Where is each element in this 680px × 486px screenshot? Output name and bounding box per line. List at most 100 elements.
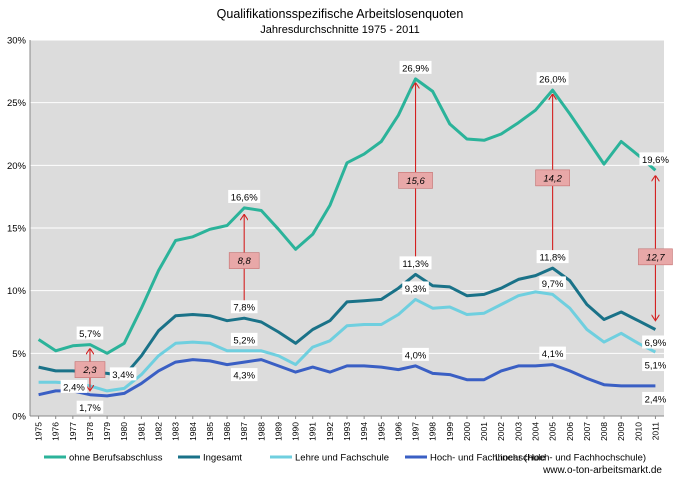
point-label: 6,9% [645,338,667,349]
point-label-bg [402,347,429,361]
point-label: 5,1% [645,361,667,372]
x-tick-label: 1996 [393,422,403,441]
ratio-label: 2,3 [82,365,97,376]
x-tick-label: 1984 [188,422,198,441]
point-label: 4,3% [233,371,255,382]
point-label: 4,1% [542,349,564,360]
series-lines [37,77,657,398]
series-line-0 [37,77,657,355]
ratio-annotations: 2,3 8,8 15,6 14,2 12,7 [74,82,673,391]
legend-label: ohne Berufsabschluss [69,453,163,464]
x-tick-label: 1991 [308,422,318,441]
point-labels: 5,7% 3,4% 2,4% 1,7% 16,6% 7,8% 5,2% 4,3% 26,9% 11… [60,60,672,414]
point-label-bg [536,250,569,264]
x-tick-label: 2005 [548,422,558,441]
ratio-label: 14,2 [543,173,562,184]
series-line-1 [38,266,657,378]
x-tick-label: 1992 [325,422,335,441]
series-line-2 [38,290,657,393]
source-text: www.o-ton-arbeitsmarkt.de [542,465,662,476]
point-label: 11,3% [402,259,429,270]
x-tick-label: 1982 [154,422,164,441]
point-label: 5,7% [79,329,101,340]
point-label: 26,9% [402,63,429,74]
point-label: 3,4% [112,370,134,381]
point-label-bg [230,332,258,346]
series-line-3 [38,358,656,398]
y-axis-ticks: 0% 5% 10% 15% 20% 25% 30% [7,36,27,423]
point-label-bg [639,152,672,166]
point-label-bg [642,335,669,349]
x-tick-label: 2002 [496,422,506,441]
x-tick-label: 2010 [633,422,643,441]
point-label-bg [230,300,258,314]
point-label: 9,3% [405,284,427,295]
y-tick-label: 25% [7,98,27,109]
x-tick-label: 1999 [445,422,455,441]
y-tick-label: 5% [12,349,26,360]
point-label: 16,6% [231,192,258,203]
point-label: 4,0% [405,350,427,361]
x-tick-label: 2001 [479,422,489,441]
x-tick-label: 2008 [599,422,609,441]
ratio-box [398,172,433,189]
point-label: 1,7% [79,403,101,414]
x-tick-label: 1994 [359,422,369,441]
x-tick-label: 1979 [102,422,112,441]
y-tick-label: 10% [7,286,27,297]
x-tick-label: 1987 [239,422,249,441]
point-label-bg [402,281,429,295]
x-tick-label: 1977 [68,422,78,441]
legend-label: Ingesamt [203,453,242,464]
x-tick-label: 2009 [616,422,626,441]
x-tick-label: 2003 [513,422,523,441]
x-tick-label: 1978 [85,422,95,441]
point-label-bg [536,72,569,86]
y-tick-label: 15% [7,224,27,235]
x-tick-label: 1993 [342,422,352,441]
point-label: 2,4% [645,394,667,405]
x-tick-label: 2007 [582,422,592,441]
point-label-bg [399,256,432,270]
x-tick-label: 1981 [136,422,146,441]
gridlines [30,39,664,354]
point-label: 9,7% [542,279,564,290]
point-label: 26,0% [539,75,566,86]
legend-label: Hoch- und Fachhochschule [430,453,546,464]
x-axis-ticks: 1975 1976 1977 1978 1979 1980 1981 1982 1983 1984… [34,416,660,441]
ratio-label: 12,7 [646,252,665,263]
x-tick-label: 2006 [565,422,575,441]
point-label: 2,4% [63,382,85,393]
ratio-box [535,169,570,187]
point-label: 5,2% [233,335,255,346]
point-label: 19,6% [642,155,669,166]
point-label-bg [60,379,88,393]
x-tick-label: 1986 [222,422,232,441]
point-label-bg [642,391,669,405]
point-label-bg [539,346,566,360]
x-tick-label: 1976 [51,422,61,441]
ratio-box [74,361,106,378]
point-label-bg [228,189,261,203]
y-tick-label: 20% [7,161,27,172]
point-label-bg [642,358,669,372]
legend: ohne Berufsabschluss Ingesamt Lehre und Fa… [44,453,646,464]
chart-title: Qualifikationsspezifische Arbeitslosenqu… [217,7,464,21]
ratio-box [638,248,673,266]
point-label-bg [539,276,566,290]
ratio-box [228,252,260,269]
x-tick-label: 1980 [119,422,129,441]
point-label: 11,8% [540,253,567,264]
x-tick-label: 2000 [462,422,472,441]
ratio-label: 15,6 [406,176,425,187]
legend-label: Lehre und Fachschule [295,453,389,464]
x-tick-label: 1997 [411,422,421,441]
point-label-bg [399,60,432,74]
ratio-label: 8,8 [238,256,252,267]
x-tick-label: 1985 [205,422,215,441]
x-tick-label: 1989 [273,422,283,441]
x-tick-label: 1983 [171,422,181,441]
point-label-bg [76,400,104,414]
